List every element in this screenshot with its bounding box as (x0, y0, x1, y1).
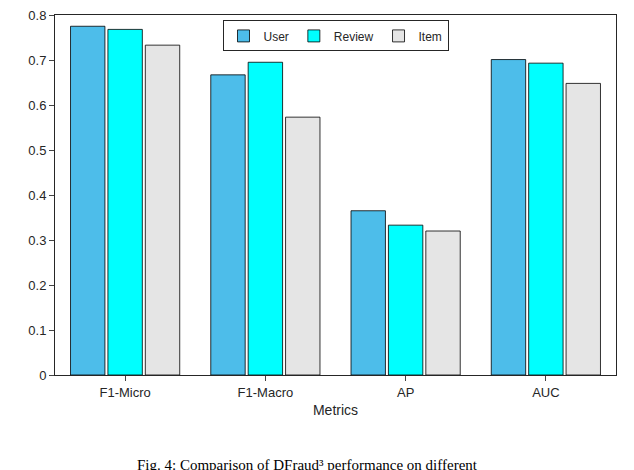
svg-text:0.6: 0.6 (28, 98, 46, 113)
svg-text:AUC: AUC (532, 385, 559, 400)
svg-text:0: 0 (39, 368, 46, 383)
svg-text:F1-Macro: F1-Macro (238, 385, 294, 400)
svg-text:0.1: 0.1 (28, 323, 46, 338)
svg-text:0.4: 0.4 (28, 188, 46, 203)
svg-text:0.8: 0.8 (28, 8, 46, 23)
svg-text:0.5: 0.5 (28, 143, 46, 158)
svg-text:Item: Item (419, 30, 442, 44)
svg-text:0.3: 0.3 (28, 233, 46, 248)
svg-text:Metrics: Metrics (313, 402, 358, 418)
svg-text:0.7: 0.7 (28, 53, 46, 68)
svg-text:0.2: 0.2 (28, 278, 46, 293)
svg-text:User: User (264, 30, 289, 44)
svg-text:F1-Micro: F1-Micro (99, 385, 150, 400)
svg-text:Review: Review (334, 30, 374, 44)
svg-text:Fig. 4: Comparison of DFraud³: Fig. 4: Comparison of DFraud³ performanc… (137, 457, 478, 470)
svg-text:AP: AP (397, 385, 414, 400)
